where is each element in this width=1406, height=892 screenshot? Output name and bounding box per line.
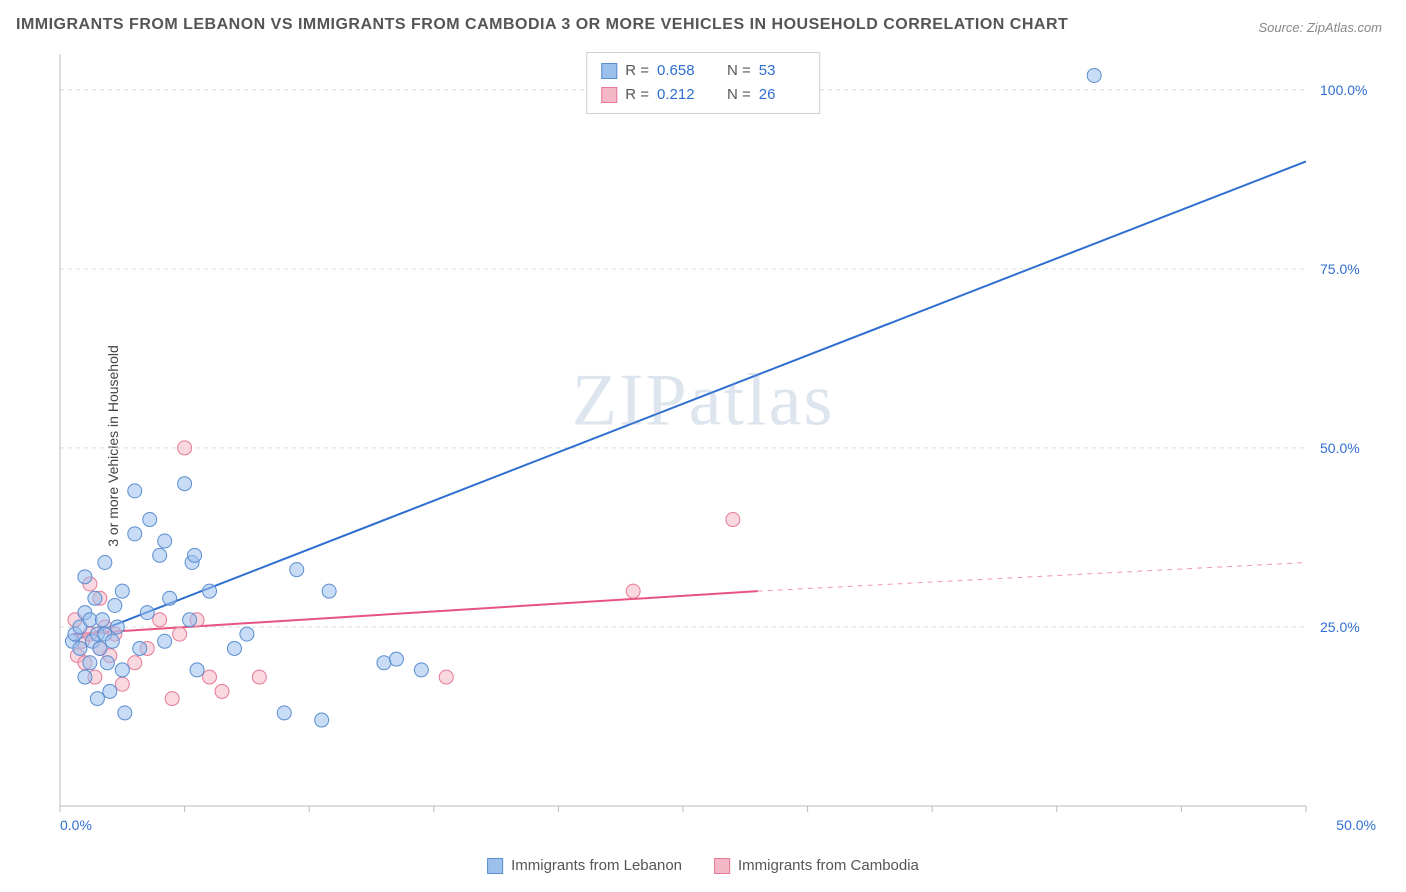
swatch-series2: [714, 858, 730, 874]
swatch-series1: [601, 63, 617, 79]
svg-text:25.0%: 25.0%: [1320, 619, 1360, 635]
n-value: 53: [759, 59, 805, 83]
legend-label: Immigrants from Lebanon: [511, 857, 682, 874]
r-value: 0.658: [657, 59, 703, 83]
legend-label: Immigrants from Cambodia: [738, 857, 919, 874]
chart-title: IMMIGRANTS FROM LEBANON VS IMMIGRANTS FR…: [16, 16, 1068, 34]
n-value: 26: [759, 83, 805, 107]
r-label: R =: [625, 83, 649, 107]
legend-item: Immigrants from Cambodia: [714, 857, 919, 874]
stats-row: R = 0.658 N = 53: [601, 59, 805, 83]
scatter-chart-svg: 25.0% 50.0% 75.0% 100.0% 0.0% 50.0%: [54, 48, 1382, 836]
chart-plot-area: 25.0% 50.0% 75.0% 100.0% 0.0% 50.0%: [54, 48, 1382, 836]
swatch-series2: [601, 87, 617, 103]
swatch-series1: [487, 858, 503, 874]
svg-text:50.0%: 50.0%: [1336, 817, 1376, 833]
source-attribution: Source: ZipAtlas.com: [1258, 20, 1382, 35]
stats-row: R = 0.212 N = 26: [601, 83, 805, 107]
series-legend: Immigrants from Lebanon Immigrants from …: [487, 857, 919, 874]
svg-text:75.0%: 75.0%: [1320, 261, 1360, 277]
n-label: N =: [727, 83, 751, 107]
legend-item: Immigrants from Lebanon: [487, 857, 682, 874]
stats-legend-box: R = 0.658 N = 53 R = 0.212 N = 26: [586, 52, 820, 114]
svg-text:50.0%: 50.0%: [1320, 440, 1360, 456]
svg-text:0.0%: 0.0%: [60, 817, 92, 833]
r-label: R =: [625, 59, 649, 83]
n-label: N =: [727, 59, 751, 83]
svg-text:100.0%: 100.0%: [1320, 82, 1367, 98]
r-value: 0.212: [657, 83, 703, 107]
